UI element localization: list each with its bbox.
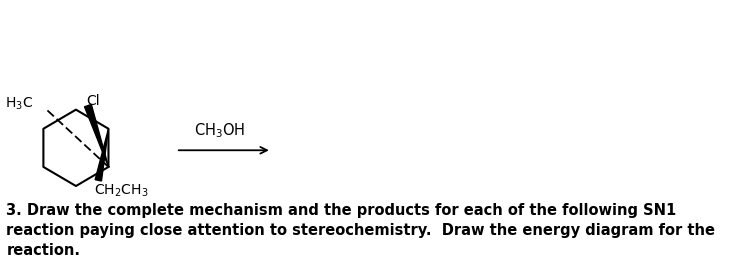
- Text: H$_3$C: H$_3$C: [5, 96, 34, 112]
- Text: 3. Draw the complete mechanism and the products for each of the following SN1
re: 3. Draw the complete mechanism and the p…: [7, 203, 715, 258]
- Polygon shape: [84, 104, 108, 167]
- Text: Cl: Cl: [86, 94, 100, 108]
- Polygon shape: [95, 129, 108, 181]
- Text: CH$_3$OH: CH$_3$OH: [194, 121, 246, 140]
- Text: CH$_2$CH$_3$: CH$_2$CH$_3$: [95, 183, 149, 199]
